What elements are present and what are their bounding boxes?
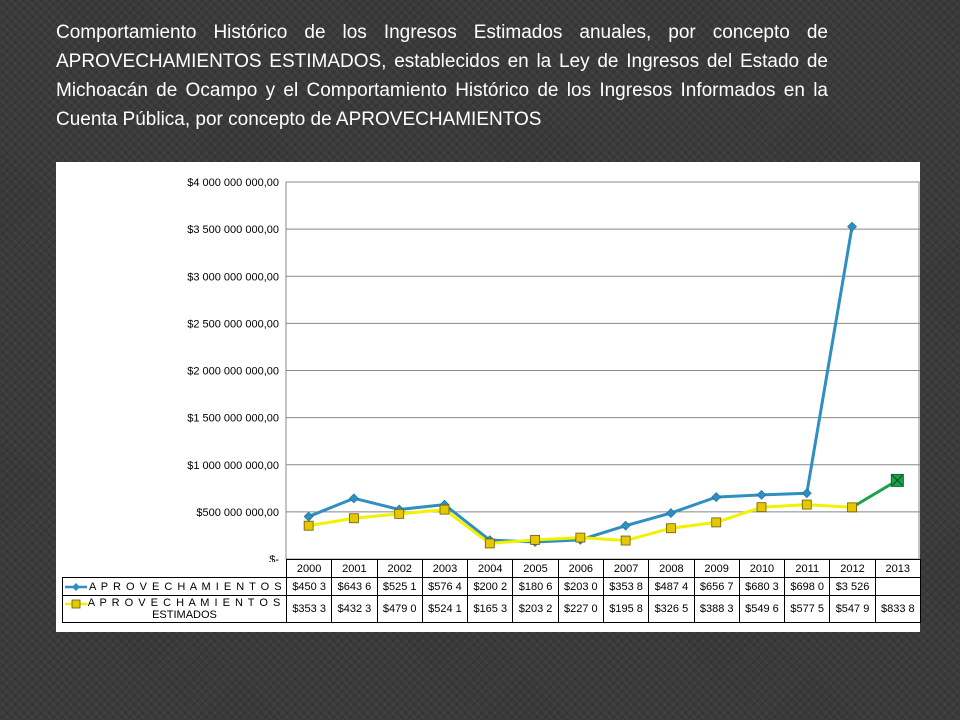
y-tick-label: $3 000 000 000,00 — [187, 271, 279, 283]
table-value-actual: $680 3 — [738, 577, 786, 596]
table-value-actual: $200 2 — [467, 577, 514, 596]
table-value-estimated: $227 0 — [557, 595, 604, 623]
line-chart: $4 000 000 000,00 $3 500 000 000,00 $3 000… — [56, 162, 921, 632]
table-value-actual — [874, 577, 921, 596]
series-legend-actual: A P R O V E C H A M I E N T O S — [62, 577, 287, 596]
data-point-actual — [303, 511, 314, 522]
slide-title: Comportamiento Histórico de los Ingresos… — [56, 18, 828, 134]
data-point-estimated — [484, 538, 495, 549]
x-category-label: 2004 — [467, 559, 514, 578]
data-point-estimated — [666, 523, 676, 534]
data-point-actual — [620, 520, 631, 531]
y-tick-label: $3 500 000 000,00 — [187, 224, 279, 236]
chart-plot: $4 000 000 000,00 $3 500 000 000,00 $3 000… — [187, 177, 920, 562]
table-value-estimated: $833 8 — [874, 595, 921, 623]
x-category-label: 2010 — [738, 559, 786, 578]
x-category-label: 2011 — [784, 559, 831, 578]
data-point-estimated — [620, 535, 631, 546]
y-tick-label: $1 000 000 000,00 — [187, 460, 279, 472]
y-tick-label: $2 500 000 000,00 — [187, 318, 279, 330]
table-value-actual: $3 526 — [829, 577, 876, 596]
series-name-estimated-line1: A P R O V E C H A M I E N T O S — [87, 597, 282, 609]
data-point-estimated — [349, 513, 359, 524]
table-value-estimated: $479 0 — [376, 595, 423, 623]
table-value-actual: $698 0 — [784, 577, 831, 596]
data-point-estimated — [801, 499, 812, 510]
x-category-label: 2009 — [693, 559, 740, 578]
x-category-label: 2000 — [285, 559, 333, 578]
table-value-actual: $450 3 — [285, 577, 333, 596]
x-category-label: 2007 — [602, 559, 650, 578]
data-point-estimated — [439, 504, 450, 515]
table-value-actual: $656 7 — [693, 577, 740, 596]
table-value-estimated: $524 1 — [421, 595, 469, 623]
title-text-2: APROVECHAMIENTOS ESTIMADOS — [56, 51, 382, 72]
title-text-4: APROVECHAMIENTOS — [335, 109, 542, 130]
data-point-actual — [801, 488, 812, 499]
data-point-actual — [349, 493, 359, 504]
data-point-estimated — [756, 502, 767, 513]
x-category-label: 2002 — [376, 559, 423, 578]
data-table-header-row: 2000 2001 2002 2003 2004 2005 2006 2007 2008 2009… — [63, 559, 921, 578]
y-tick-label: $2 000 000 000,00 — [187, 366, 279, 378]
x-category-label: 2003 — [421, 559, 469, 578]
table-value-estimated: $577 5 — [784, 595, 831, 623]
table-value-estimated: $549 6 — [738, 595, 786, 623]
table-value-actual: $487 4 — [648, 577, 695, 596]
x-category-label: 2008 — [648, 559, 695, 578]
data-table-series-row-actual: A P R O V E C H A M I E N T O S $450 3 $6… — [62, 577, 921, 596]
data-point-estimated — [303, 520, 314, 531]
table-value-estimated: $388 3 — [693, 595, 740, 623]
table-value-estimated: $353 3 — [285, 595, 333, 623]
table-value-estimated: $165 3 — [467, 595, 514, 623]
series-line-estimated-last-segment — [851, 479, 899, 509]
table-value-estimated: $547 9 — [829, 595, 876, 623]
data-point-actual — [666, 508, 676, 518]
table-value-estimated: $195 8 — [602, 595, 650, 623]
data-table-corner — [63, 560, 287, 578]
series-legend-estimated: A P R O V E C H A M I E N T O S ESTIMADOS — [62, 595, 287, 623]
legend-key-estimated — [65, 599, 87, 609]
table-value-estimated: $432 3 — [331, 595, 378, 623]
table-value-actual: $525 1 — [376, 577, 423, 596]
x-category-label: 2005 — [512, 559, 559, 578]
table-value-actual: $180 6 — [512, 577, 559, 596]
data-point-estimated — [575, 532, 586, 543]
data-point-actual — [756, 489, 767, 500]
y-tick-label: $4 000 000 000,00 — [187, 177, 279, 189]
title-text-1: Comportamiento Histórico de los Ingresos… — [56, 22, 828, 43]
data-point-estimated-last-cross — [892, 475, 903, 486]
table-value-actual: $353 8 — [602, 577, 650, 596]
data-point-actual — [711, 492, 722, 503]
x-category-label: 2013 — [874, 559, 921, 578]
table-value-estimated: $326 5 — [648, 595, 695, 623]
x-category-label: 2006 — [557, 559, 604, 578]
table-value-actual: $576 4 — [421, 577, 469, 596]
data-table-series-row-estimated: A P R O V E C H A M I E N T O S ESTIMADOS… — [62, 595, 921, 623]
y-tick-label: $500 000 000,00 — [196, 507, 279, 519]
table-value-actual: $643 6 — [331, 577, 378, 596]
table-value-actual: $203 0 — [557, 577, 604, 596]
data-point-estimated — [711, 517, 722, 528]
data-point-estimated — [394, 508, 405, 519]
data-point-actual — [847, 221, 857, 232]
y-tick-label: $1 500 000 000,00 — [187, 413, 279, 425]
data-table: 2000 2001 2002 2003 2004 2005 2006 2007 2008 2009… — [62, 559, 921, 623]
x-category-label: 2001 — [331, 559, 378, 578]
y-tick-label: $- — [269, 554, 279, 562]
data-point-estimated — [847, 502, 857, 513]
title-text-3: , establecidos en la Ley de Ingresos del… — [56, 51, 828, 130]
data-point-estimated — [530, 534, 540, 545]
x-category-label: 2012 — [829, 559, 876, 578]
legend-key-actual — [65, 582, 87, 592]
series-name-estimated-line2: ESTIMADOS — [152, 609, 217, 621]
series-line-actual — [308, 226, 854, 544]
series-name-actual: A P R O V E C H A M I E N T O S — [89, 580, 283, 593]
table-value-estimated: $203 2 — [512, 595, 559, 623]
